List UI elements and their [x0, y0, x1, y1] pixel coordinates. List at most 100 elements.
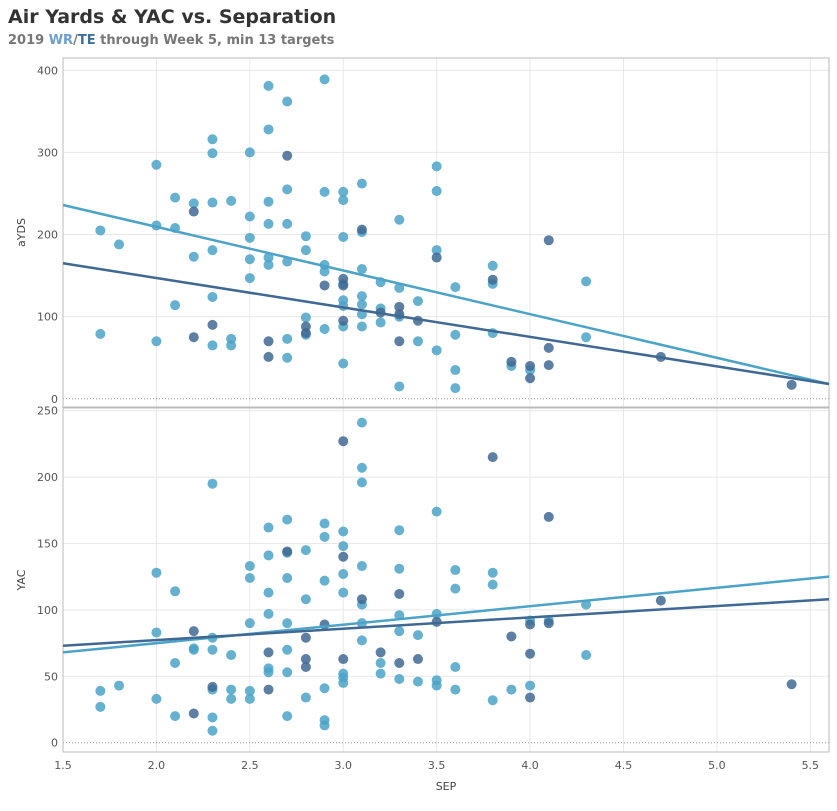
top-point-wr	[95, 328, 106, 339]
top-point-wr	[581, 276, 592, 287]
bottom-point-te	[356, 594, 367, 605]
bottom-point-wr	[319, 683, 330, 694]
bottom-point-wr	[338, 587, 349, 598]
top-point-te	[525, 373, 536, 384]
top-point-wr	[356, 321, 367, 332]
bottom-point-te	[525, 648, 536, 659]
xtick-label: 2.0	[148, 759, 166, 772]
bottom-point-wr	[487, 695, 498, 706]
chart-title: Air Yards & YAC vs. Separation	[8, 6, 337, 28]
bottom-frame	[62, 407, 830, 753]
top-point-te	[506, 356, 517, 367]
bottom-point-wr	[95, 685, 106, 696]
top-point-te	[338, 280, 349, 291]
top-point-wr	[319, 74, 330, 85]
top-point-te	[319, 280, 330, 291]
top-point-wr	[244, 147, 255, 158]
top-point-wr	[207, 197, 218, 208]
top-point-wr	[151, 159, 162, 170]
bottom-point-wr	[282, 618, 293, 629]
top-point-wr	[356, 264, 367, 275]
bottom-point-wr	[375, 658, 386, 669]
bottom-point-wr	[263, 522, 274, 533]
bottom-point-te	[506, 631, 517, 642]
bottom-point-te	[525, 692, 536, 703]
bottom-point-te	[300, 661, 311, 672]
top-point-wr	[375, 317, 386, 328]
top-point-wr	[338, 186, 349, 197]
top-point-wr	[207, 340, 218, 351]
top-point-te	[487, 274, 498, 285]
bottom-point-wr	[431, 506, 442, 517]
bottom-point-te	[655, 595, 666, 606]
top-point-wr	[300, 231, 311, 242]
bottom-point-wr	[282, 573, 293, 584]
top-point-te	[431, 252, 442, 263]
top-point-wr	[450, 365, 461, 376]
bottom-point-wr	[151, 627, 162, 638]
top-point-wr	[319, 266, 330, 277]
top-point-te	[188, 332, 199, 343]
bottom-point-wr	[394, 525, 405, 536]
top-point-te	[338, 315, 349, 326]
bottom-point-wr	[263, 587, 274, 598]
top-point-wr	[188, 251, 199, 262]
bottom-point-te	[543, 511, 554, 522]
top-point-wr	[244, 273, 255, 284]
top-point-wr	[263, 259, 274, 270]
bottom-point-wr	[375, 668, 386, 679]
top-point-wr	[282, 184, 293, 195]
bottom-point-wr	[356, 417, 367, 428]
bottom-point-wr	[338, 569, 349, 580]
bottom-ytick-label: 100	[37, 604, 58, 617]
bottom-point-te	[786, 679, 797, 690]
subtitle-prefix: 2019	[8, 33, 49, 48]
bottom-point-wr	[244, 685, 255, 696]
bottom-point-wr	[226, 693, 237, 704]
top-point-te	[188, 206, 199, 217]
bottom-point-wr	[319, 575, 330, 586]
subtitle-suffix: through Week 5, min 13 targets	[95, 33, 335, 48]
bottom-point-wr	[300, 594, 311, 605]
top-point-wr	[319, 323, 330, 334]
subtitle-slash: /	[73, 33, 78, 48]
bottom-point-wr	[450, 565, 461, 576]
bottom-point-wr	[525, 680, 536, 691]
bottom-point-wr	[282, 644, 293, 655]
top-point-wr	[450, 383, 461, 394]
bottom-point-te	[338, 654, 349, 665]
bottom-point-wr	[226, 650, 237, 661]
xtick-label: 5.5	[802, 759, 820, 772]
top-point-wr	[338, 358, 349, 369]
bottom-point-wr	[356, 635, 367, 646]
top-point-te	[394, 336, 405, 347]
top-point-wr	[244, 232, 255, 243]
top-point-te	[786, 379, 797, 390]
top-point-wr	[356, 291, 367, 302]
bottom-point-wr	[263, 608, 274, 619]
bottom-ytick-label: 250	[37, 405, 58, 418]
bottom-point-wr	[338, 541, 349, 552]
bottom-point-wr	[581, 650, 592, 661]
top-ytick-label: 100	[37, 311, 58, 324]
bottom-point-wr	[207, 478, 218, 489]
bottom-point-te	[263, 647, 274, 658]
top-point-wr	[282, 333, 293, 344]
top-point-wr	[170, 192, 181, 203]
top-point-wr	[170, 300, 181, 311]
bottom-point-wr	[207, 725, 218, 736]
top-point-wr	[300, 245, 311, 256]
top-point-wr	[244, 211, 255, 222]
top-point-te	[356, 224, 367, 235]
bottom-point-wr	[450, 684, 461, 695]
bottom-point-wr	[282, 514, 293, 525]
bottom-point-te	[412, 654, 423, 665]
bottom-ytick-label: 50	[44, 670, 58, 683]
bottom-point-wr	[207, 712, 218, 723]
top-ytick-label: 0	[51, 393, 58, 406]
bottom-point-wr	[188, 644, 199, 655]
bottom-point-wr	[170, 711, 181, 722]
chart-subtitle: 2019 WR/TE through Week 5, min 13 target…	[8, 33, 334, 48]
bottom-point-wr	[412, 676, 423, 687]
bottom-point-wr	[450, 583, 461, 594]
